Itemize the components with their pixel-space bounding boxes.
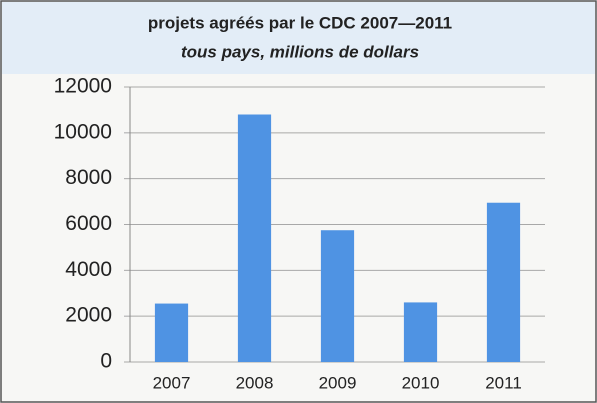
bar (154, 303, 189, 362)
y-tick-label: 8000 (65, 166, 112, 189)
y-tick-label: 12000 (54, 75, 112, 98)
chart-title: projets agréés par le CDC 2007—2011 (148, 13, 452, 32)
y-tick-label: 0 (100, 350, 112, 373)
x-tick-label: 2009 (319, 373, 357, 392)
x-tick-label: 2008 (236, 373, 274, 392)
x-tick-label: 2010 (402, 373, 440, 392)
x-tick-label: 2011 (485, 373, 522, 392)
x-tick-label: 2007 (153, 373, 191, 392)
y-tick-label: 4000 (65, 258, 112, 281)
bar (320, 230, 355, 362)
bar (486, 202, 521, 362)
y-tick-label: 10000 (54, 120, 112, 143)
bar (403, 302, 438, 362)
chart-subtitle: tous pays, millions de dollars (181, 42, 419, 61)
y-tick-label: 2000 (65, 304, 112, 327)
bar (237, 114, 272, 362)
title-band (2, 2, 595, 74)
y-tick-label: 6000 (65, 212, 112, 235)
